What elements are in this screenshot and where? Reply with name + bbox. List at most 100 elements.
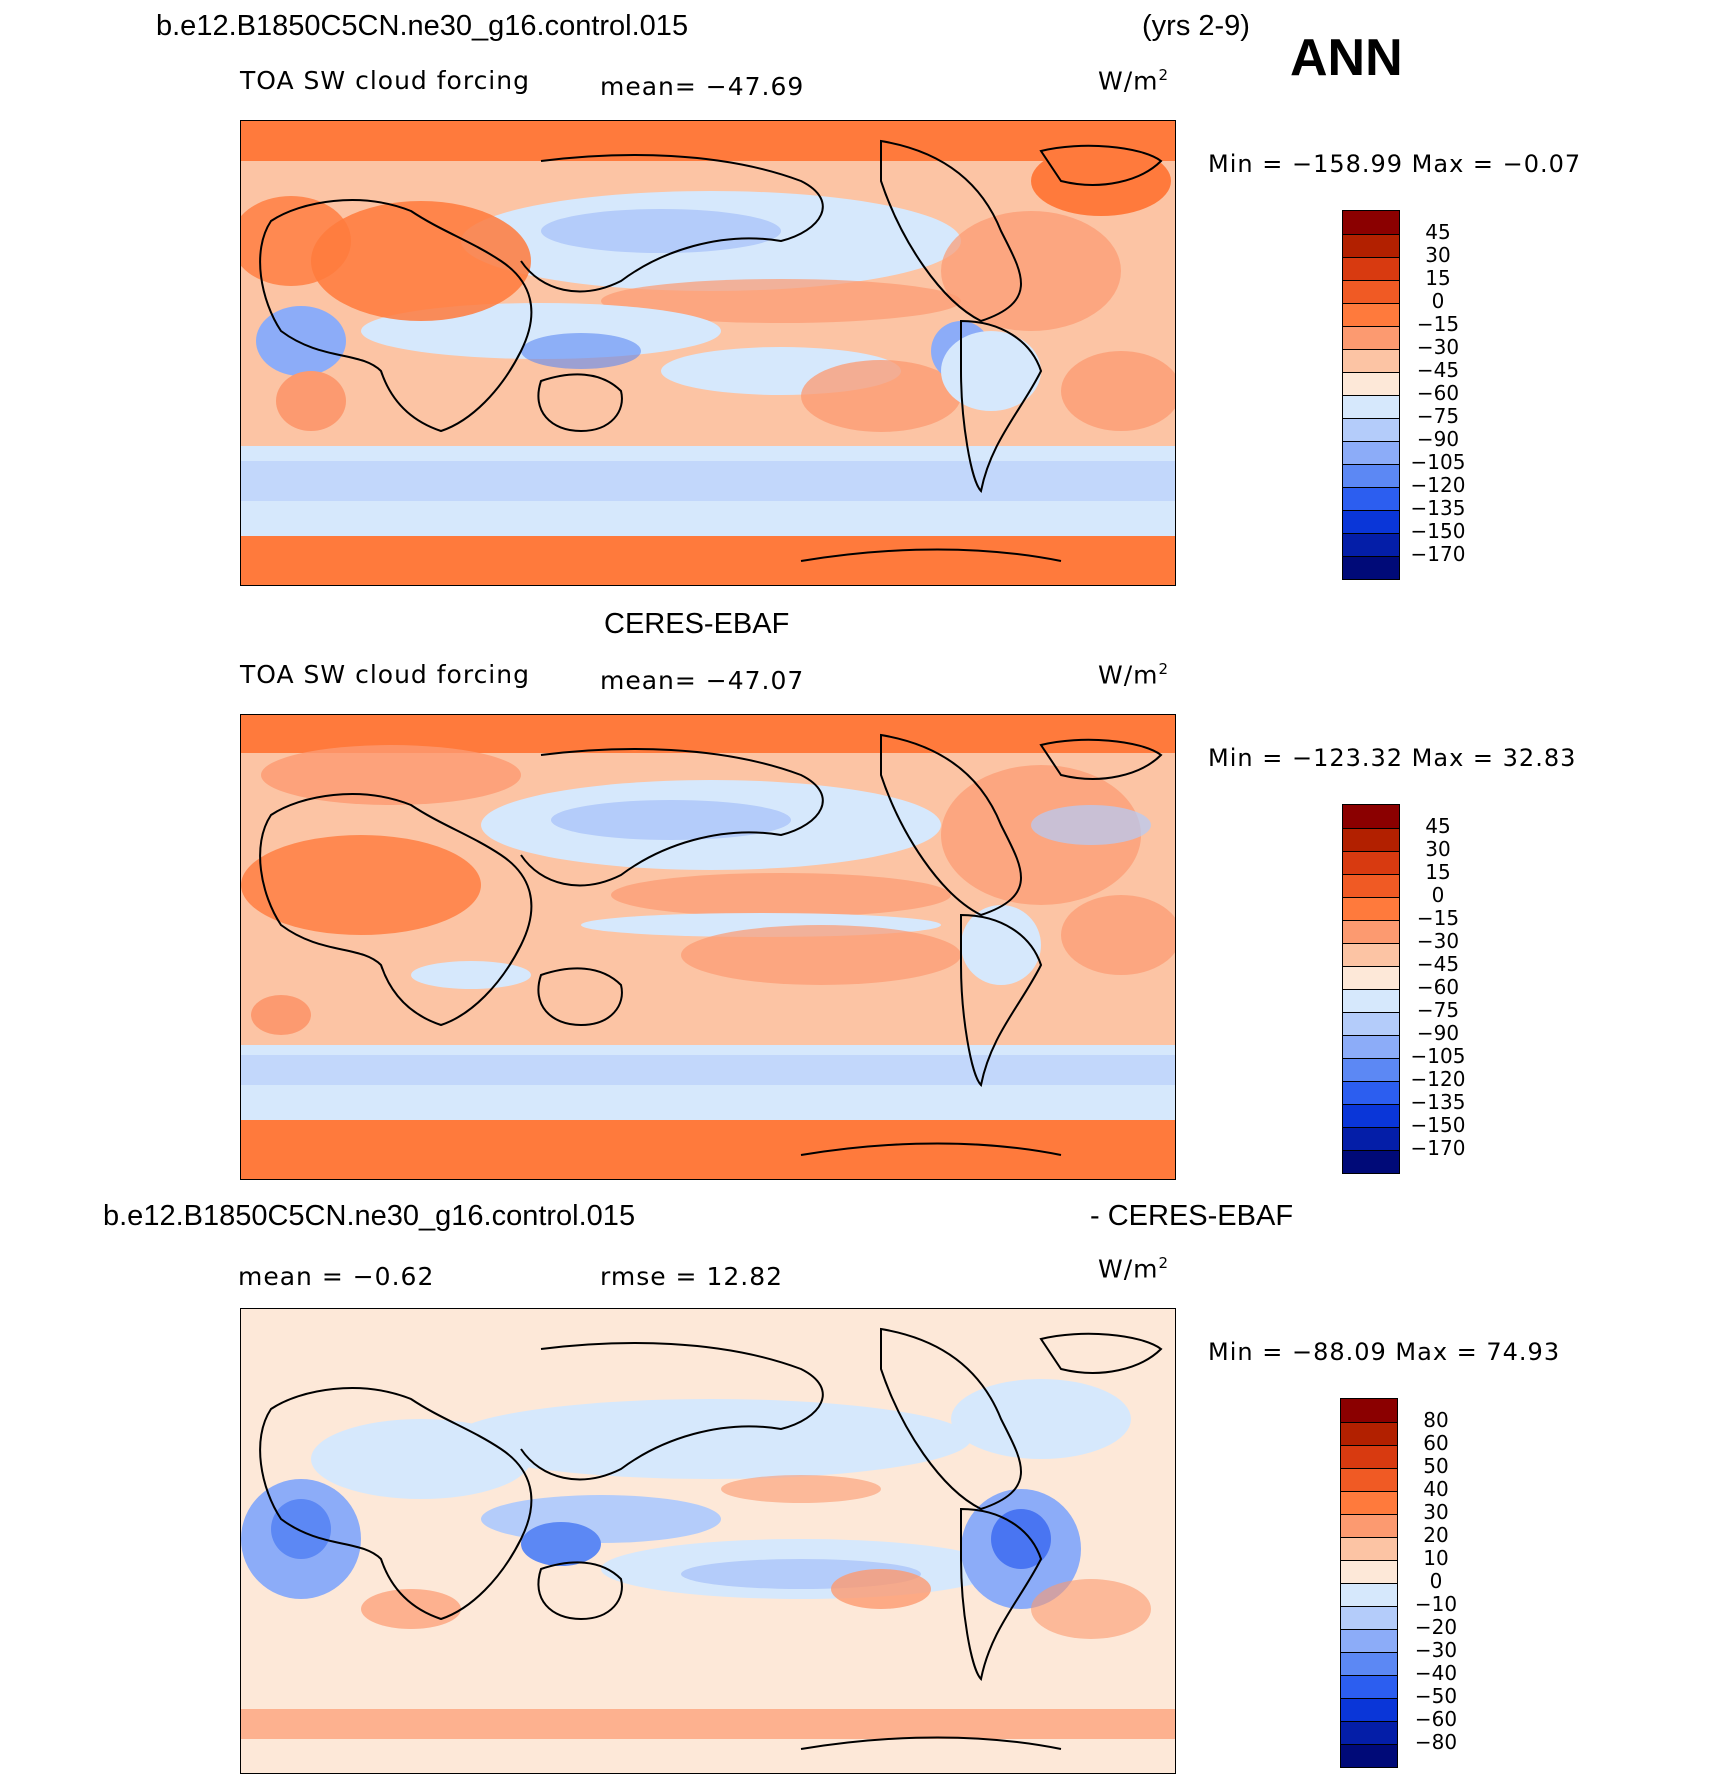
colorbar-box	[1341, 1399, 1397, 1422]
colorbar-box	[1343, 487, 1399, 510]
panel3-rmse: rmse = 12.82	[600, 1262, 784, 1291]
colorbar-box	[1341, 1744, 1397, 1767]
colorbar-boxes	[1342, 210, 1400, 580]
colorbar-box	[1343, 556, 1399, 579]
colorbar-box	[1341, 1422, 1397, 1445]
colorbar-box	[1343, 966, 1399, 989]
greenland-coast	[1039, 144, 1163, 186]
south-america-coast	[960, 319, 1043, 494]
model-map	[240, 120, 1176, 586]
season-label: ANN	[1290, 29, 1403, 87]
north-america-coast	[880, 733, 1022, 917]
panel2-minmax: Min = −123.32 Max = 32.83	[1208, 744, 1577, 772]
colorbar-label: −15	[1416, 312, 1460, 336]
colorbar-box	[1341, 1652, 1397, 1675]
colorbar-label: −15	[1416, 906, 1460, 930]
north-america-coast	[880, 1327, 1022, 1511]
colorbar-box	[1341, 1606, 1397, 1629]
colorbar-box	[1341, 1675, 1397, 1698]
colorbar-box	[1343, 510, 1399, 533]
panel2-variable: TOA SW cloud forcing	[240, 660, 530, 689]
colorbar-label: −30	[1416, 335, 1460, 359]
colorbar-box	[1341, 1491, 1397, 1514]
colorbar-box	[1343, 349, 1399, 372]
colorbar-label: −30	[1414, 1638, 1458, 1662]
colorbar-label: −80	[1414, 1730, 1458, 1754]
greenland-coast	[1039, 738, 1163, 780]
australia-coast	[537, 373, 623, 433]
colorbar-box	[1343, 464, 1399, 487]
colorbar-box	[1343, 1081, 1399, 1104]
colorbar-box	[1341, 1698, 1397, 1721]
colorbar-box	[1343, 1150, 1399, 1173]
antarctic-band	[241, 531, 1175, 585]
colorbar-label: −120	[1410, 1067, 1466, 1091]
antarctica-coast	[800, 548, 1062, 562]
colorbar-box	[1343, 943, 1399, 966]
panel1-variable: TOA SW cloud forcing	[240, 66, 530, 95]
colorbar-box	[1343, 1058, 1399, 1081]
model-map-field	[241, 121, 1175, 585]
diff-map-field	[241, 1309, 1175, 1773]
colorbar-boxes	[1342, 804, 1400, 1174]
panel3-units: W/m2	[1098, 1254, 1170, 1284]
colorbar-label: −90	[1416, 1021, 1460, 1045]
colorbar-box	[1343, 805, 1399, 828]
colorbar-label: 60	[1423, 1431, 1449, 1455]
colorbar-box	[1341, 1445, 1397, 1468]
colorbar-box	[1343, 395, 1399, 418]
colorbar-label: −120	[1410, 473, 1466, 497]
colorbar-label: 15	[1425, 266, 1451, 290]
colorbar-label: 0	[1431, 289, 1445, 313]
africa-eurasia-coast	[259, 199, 533, 433]
colorbar-label: 50	[1423, 1454, 1449, 1478]
colorbar-box	[1343, 257, 1399, 280]
colorbar-label: −10	[1414, 1592, 1458, 1616]
panel2-title: CERES-EBAF	[604, 608, 790, 640]
years-label: (yrs 2-9)	[1142, 10, 1250, 42]
colorbar-label: −105	[1410, 1044, 1466, 1068]
colorbar-box	[1343, 1127, 1399, 1150]
colorbar-box	[1343, 303, 1399, 326]
colorbar-box	[1341, 1537, 1397, 1560]
colorbar-box	[1343, 989, 1399, 1012]
colorbar-label: −90	[1416, 427, 1460, 451]
colorbar-box	[1343, 1035, 1399, 1058]
colorbar-label: −45	[1416, 952, 1460, 976]
colorbar-label: 0	[1431, 883, 1445, 907]
colorbar-box	[1341, 1560, 1397, 1583]
colorbar-box	[1343, 851, 1399, 874]
colorbar-box	[1343, 372, 1399, 395]
colorbar-box	[1343, 533, 1399, 556]
colorbar-label: −30	[1416, 929, 1460, 953]
colorbar-label: −50	[1414, 1684, 1458, 1708]
colorbar-boxes	[1340, 1398, 1398, 1768]
antarctica-coast	[800, 1736, 1062, 1750]
colorbar-box	[1343, 441, 1399, 464]
colorbar-label: −135	[1410, 496, 1466, 520]
panel3-mean: mean = −0.62	[238, 1262, 435, 1291]
colorbar-label: 30	[1425, 243, 1451, 267]
antarctica-coast	[800, 1142, 1062, 1156]
panel1-mean: mean= −47.69	[600, 72, 805, 101]
africa-eurasia-coast	[259, 1387, 533, 1621]
south-america-coast	[960, 1507, 1043, 1682]
north-america-coast	[880, 139, 1022, 323]
panel3-title-left: b.e12.B1850C5CN.ne30_g16.control.015	[103, 1200, 636, 1232]
colorbar-label: −135	[1410, 1090, 1466, 1114]
colorbar-box	[1343, 874, 1399, 897]
colorbar-label: −170	[1410, 542, 1466, 566]
australia-coast	[537, 1561, 623, 1621]
colorbar-label: 30	[1425, 837, 1451, 861]
colorbar-label: 40	[1423, 1477, 1449, 1501]
obs-map	[240, 714, 1176, 1180]
colorbar-box	[1343, 234, 1399, 257]
colorbar-label: −75	[1416, 404, 1460, 428]
africa-eurasia-coast	[259, 793, 533, 1027]
colorbar-label: −60	[1414, 1707, 1458, 1731]
colorbar-box	[1341, 1721, 1397, 1744]
panel2-mean: mean= −47.07	[600, 666, 805, 695]
diff-map	[240, 1308, 1176, 1774]
arctic-band	[241, 121, 1175, 161]
colorbar-box	[1341, 1583, 1397, 1606]
